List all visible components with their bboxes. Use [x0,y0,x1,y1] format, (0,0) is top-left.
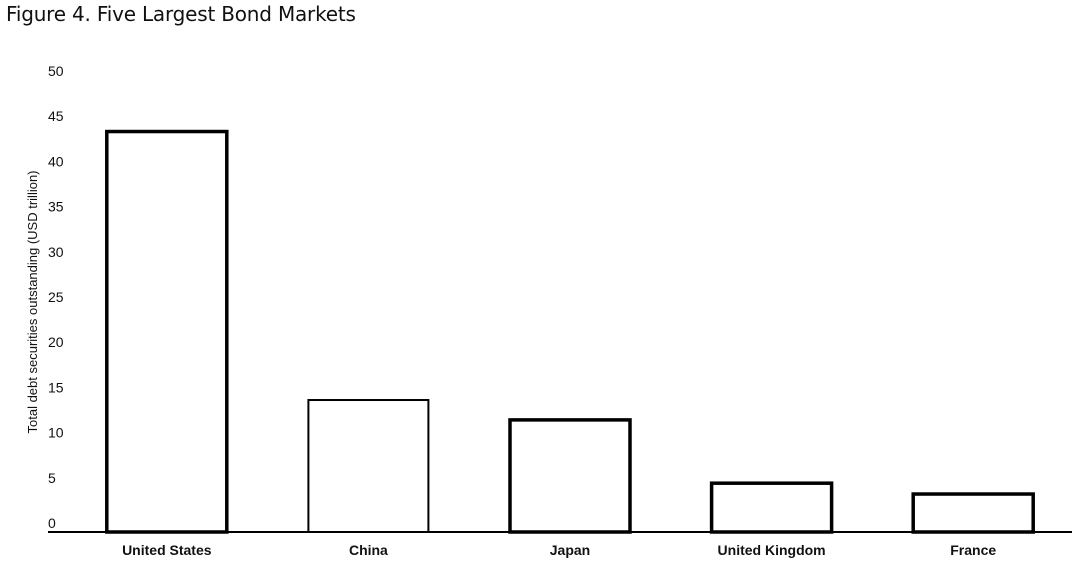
bars [105,129,1035,534]
bar-china [307,399,430,533]
x-category-label: United Kingdom [718,542,826,558]
y-tick-label: 5 [48,470,56,486]
x-axis-categories: United States China Japan United Kingdom Fra… [122,542,996,558]
y-axis-label: Total debt securities outstanding (USD t… [25,170,40,433]
bar-japan [508,418,632,534]
bar-france [911,492,1035,534]
x-category-label: China [349,542,388,558]
x-category-label: France [950,542,996,558]
y-axis-ticks: 0 5 10 15 20 25 30 35 40 45 50 [48,63,64,531]
y-tick-label: 15 [48,379,64,395]
y-tick-label: 20 [48,334,64,350]
chart-title: Figure 4. Five Largest Bond Markets [6,2,356,26]
bar-united-kingdom [709,481,834,534]
y-tick-label: 40 [48,153,64,169]
y-tick-label: 50 [48,63,64,79]
x-category-label: United States [122,542,212,558]
bar-united-states [105,129,229,534]
y-tick-label: 30 [48,244,64,260]
y-tick-label: 45 [48,108,64,124]
y-tick-label: 10 [48,425,64,441]
y-tick-label: 0 [48,515,56,531]
x-category-label: Japan [550,542,590,558]
y-tick-label: 25 [48,289,64,305]
y-tick-label: 35 [48,199,64,215]
